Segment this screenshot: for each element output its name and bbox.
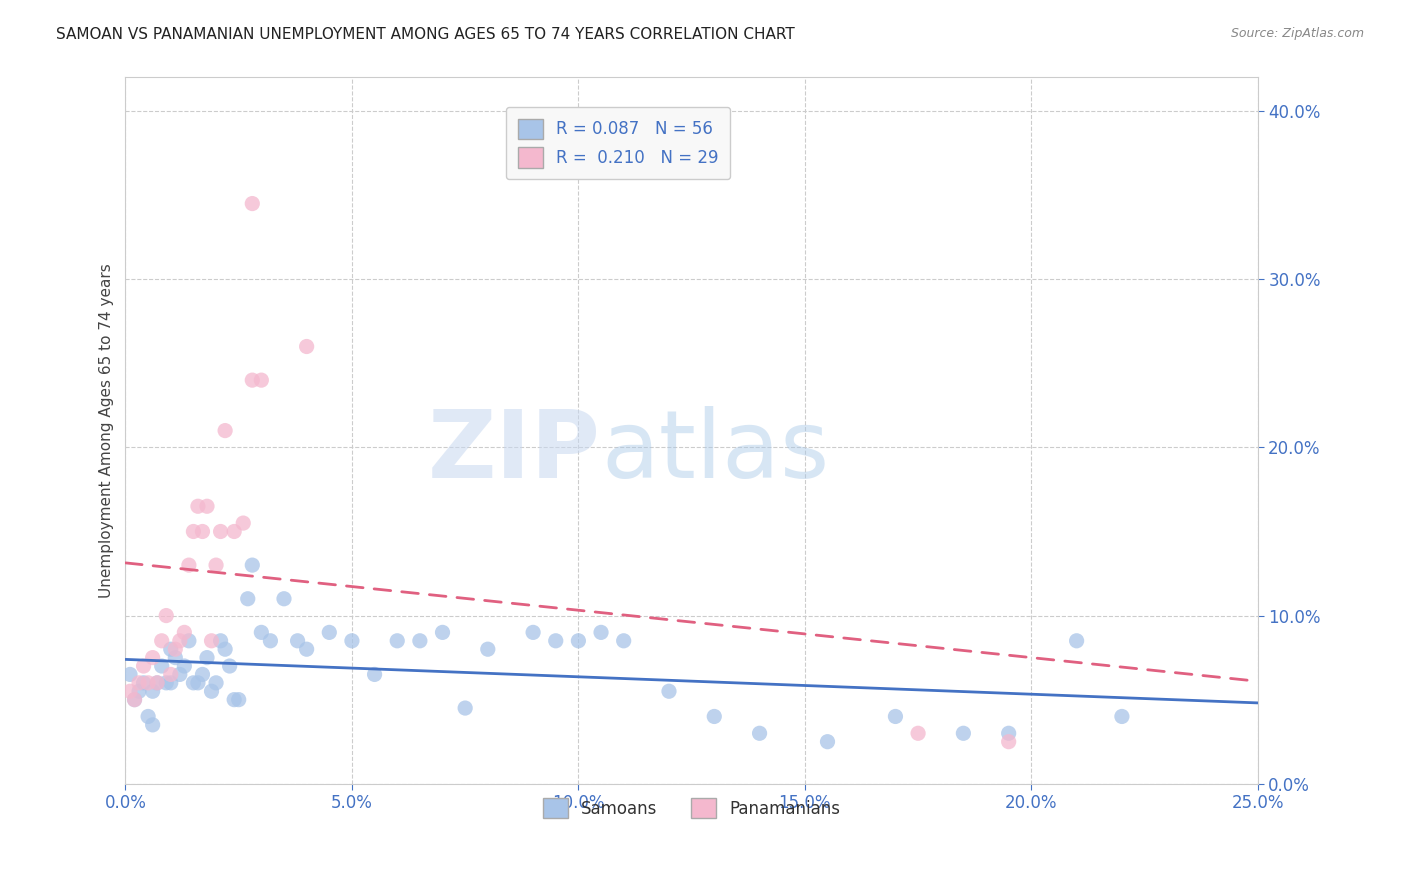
Point (250, 373, 273, 387)
Point (454, 701, 477, 715)
Point (952, 726, 974, 740)
Point (159, 667, 181, 681)
Point (150, 633, 173, 648)
Point (224, 524, 246, 539)
Point (200, 633, 222, 648)
Legend: Samoans, Panamanians: Samoans, Panamanians (536, 791, 846, 825)
Point (658, 684, 681, 698)
Point (273, 591, 295, 606)
Point (155, 608, 177, 623)
Point (703, 709, 725, 723)
Point (128, 684, 150, 698)
Point (136, 676, 159, 690)
Point (146, 676, 169, 690)
Point (159, 642, 181, 657)
Point (155, 676, 177, 690)
Point (259, 633, 281, 648)
Text: SAMOAN VS PANAMANIAN UNEMPLOYMENT AMONG AGES 65 TO 74 YEARS CORRELATION CHART: SAMOAN VS PANAMANIAN UNEMPLOYMENT AMONG … (56, 27, 794, 42)
Point (142, 650, 165, 665)
Point (997, 734, 1019, 748)
Point (218, 659, 240, 673)
Point (295, 339, 318, 353)
Point (183, 676, 205, 690)
Point (589, 625, 612, 640)
Point (214, 424, 236, 438)
Point (907, 726, 929, 740)
Point (232, 516, 254, 530)
Point (228, 692, 250, 706)
Point (748, 726, 770, 740)
Point (318, 625, 340, 640)
Point (159, 676, 181, 690)
Point (169, 667, 191, 681)
Point (165, 650, 187, 665)
Point (567, 633, 589, 648)
Point (544, 633, 567, 648)
Point (118, 684, 141, 698)
Point (214, 642, 236, 657)
Point (1066, 633, 1088, 648)
Point (387, 633, 409, 648)
Text: atlas: atlas (600, 406, 830, 498)
Point (169, 633, 191, 648)
Text: ZIP: ZIP (429, 406, 600, 498)
Text: Source: ZipAtlas.com: Source: ZipAtlas.com (1230, 27, 1364, 40)
Point (240, 373, 263, 387)
Point (477, 642, 499, 657)
Point (522, 625, 544, 640)
Point (183, 524, 205, 539)
Point (173, 659, 195, 673)
Point (205, 558, 228, 573)
Point (200, 684, 222, 698)
Point (240, 558, 263, 573)
Point (132, 659, 155, 673)
Y-axis label: Unemployment Among Ages 65 to 74 years: Unemployment Among Ages 65 to 74 years (100, 263, 114, 598)
Point (295, 642, 318, 657)
Point (236, 591, 259, 606)
Point (195, 500, 218, 514)
Point (136, 709, 159, 723)
Point (128, 676, 150, 690)
Point (191, 524, 214, 539)
Point (613, 633, 636, 648)
Point (173, 625, 195, 640)
Point (997, 726, 1019, 740)
Point (340, 633, 363, 648)
Point (250, 625, 273, 640)
Point (209, 633, 232, 648)
Point (142, 684, 165, 698)
Point (191, 667, 214, 681)
Point (432, 625, 454, 640)
Point (1111, 709, 1133, 723)
Point (124, 692, 146, 706)
Point (142, 718, 165, 732)
Point (240, 196, 263, 211)
Point (224, 692, 246, 706)
Point (118, 667, 141, 681)
Point (150, 659, 173, 673)
Point (177, 633, 200, 648)
Point (205, 676, 228, 690)
Point (287, 633, 309, 648)
Point (132, 676, 155, 690)
Point (124, 692, 146, 706)
Point (177, 558, 200, 573)
Point (187, 676, 209, 690)
Point (884, 709, 907, 723)
Point (817, 734, 839, 748)
Point (195, 650, 218, 665)
Point (363, 667, 385, 681)
Point (165, 642, 187, 657)
Point (146, 676, 169, 690)
Point (209, 524, 232, 539)
Point (187, 500, 209, 514)
Point (409, 633, 432, 648)
